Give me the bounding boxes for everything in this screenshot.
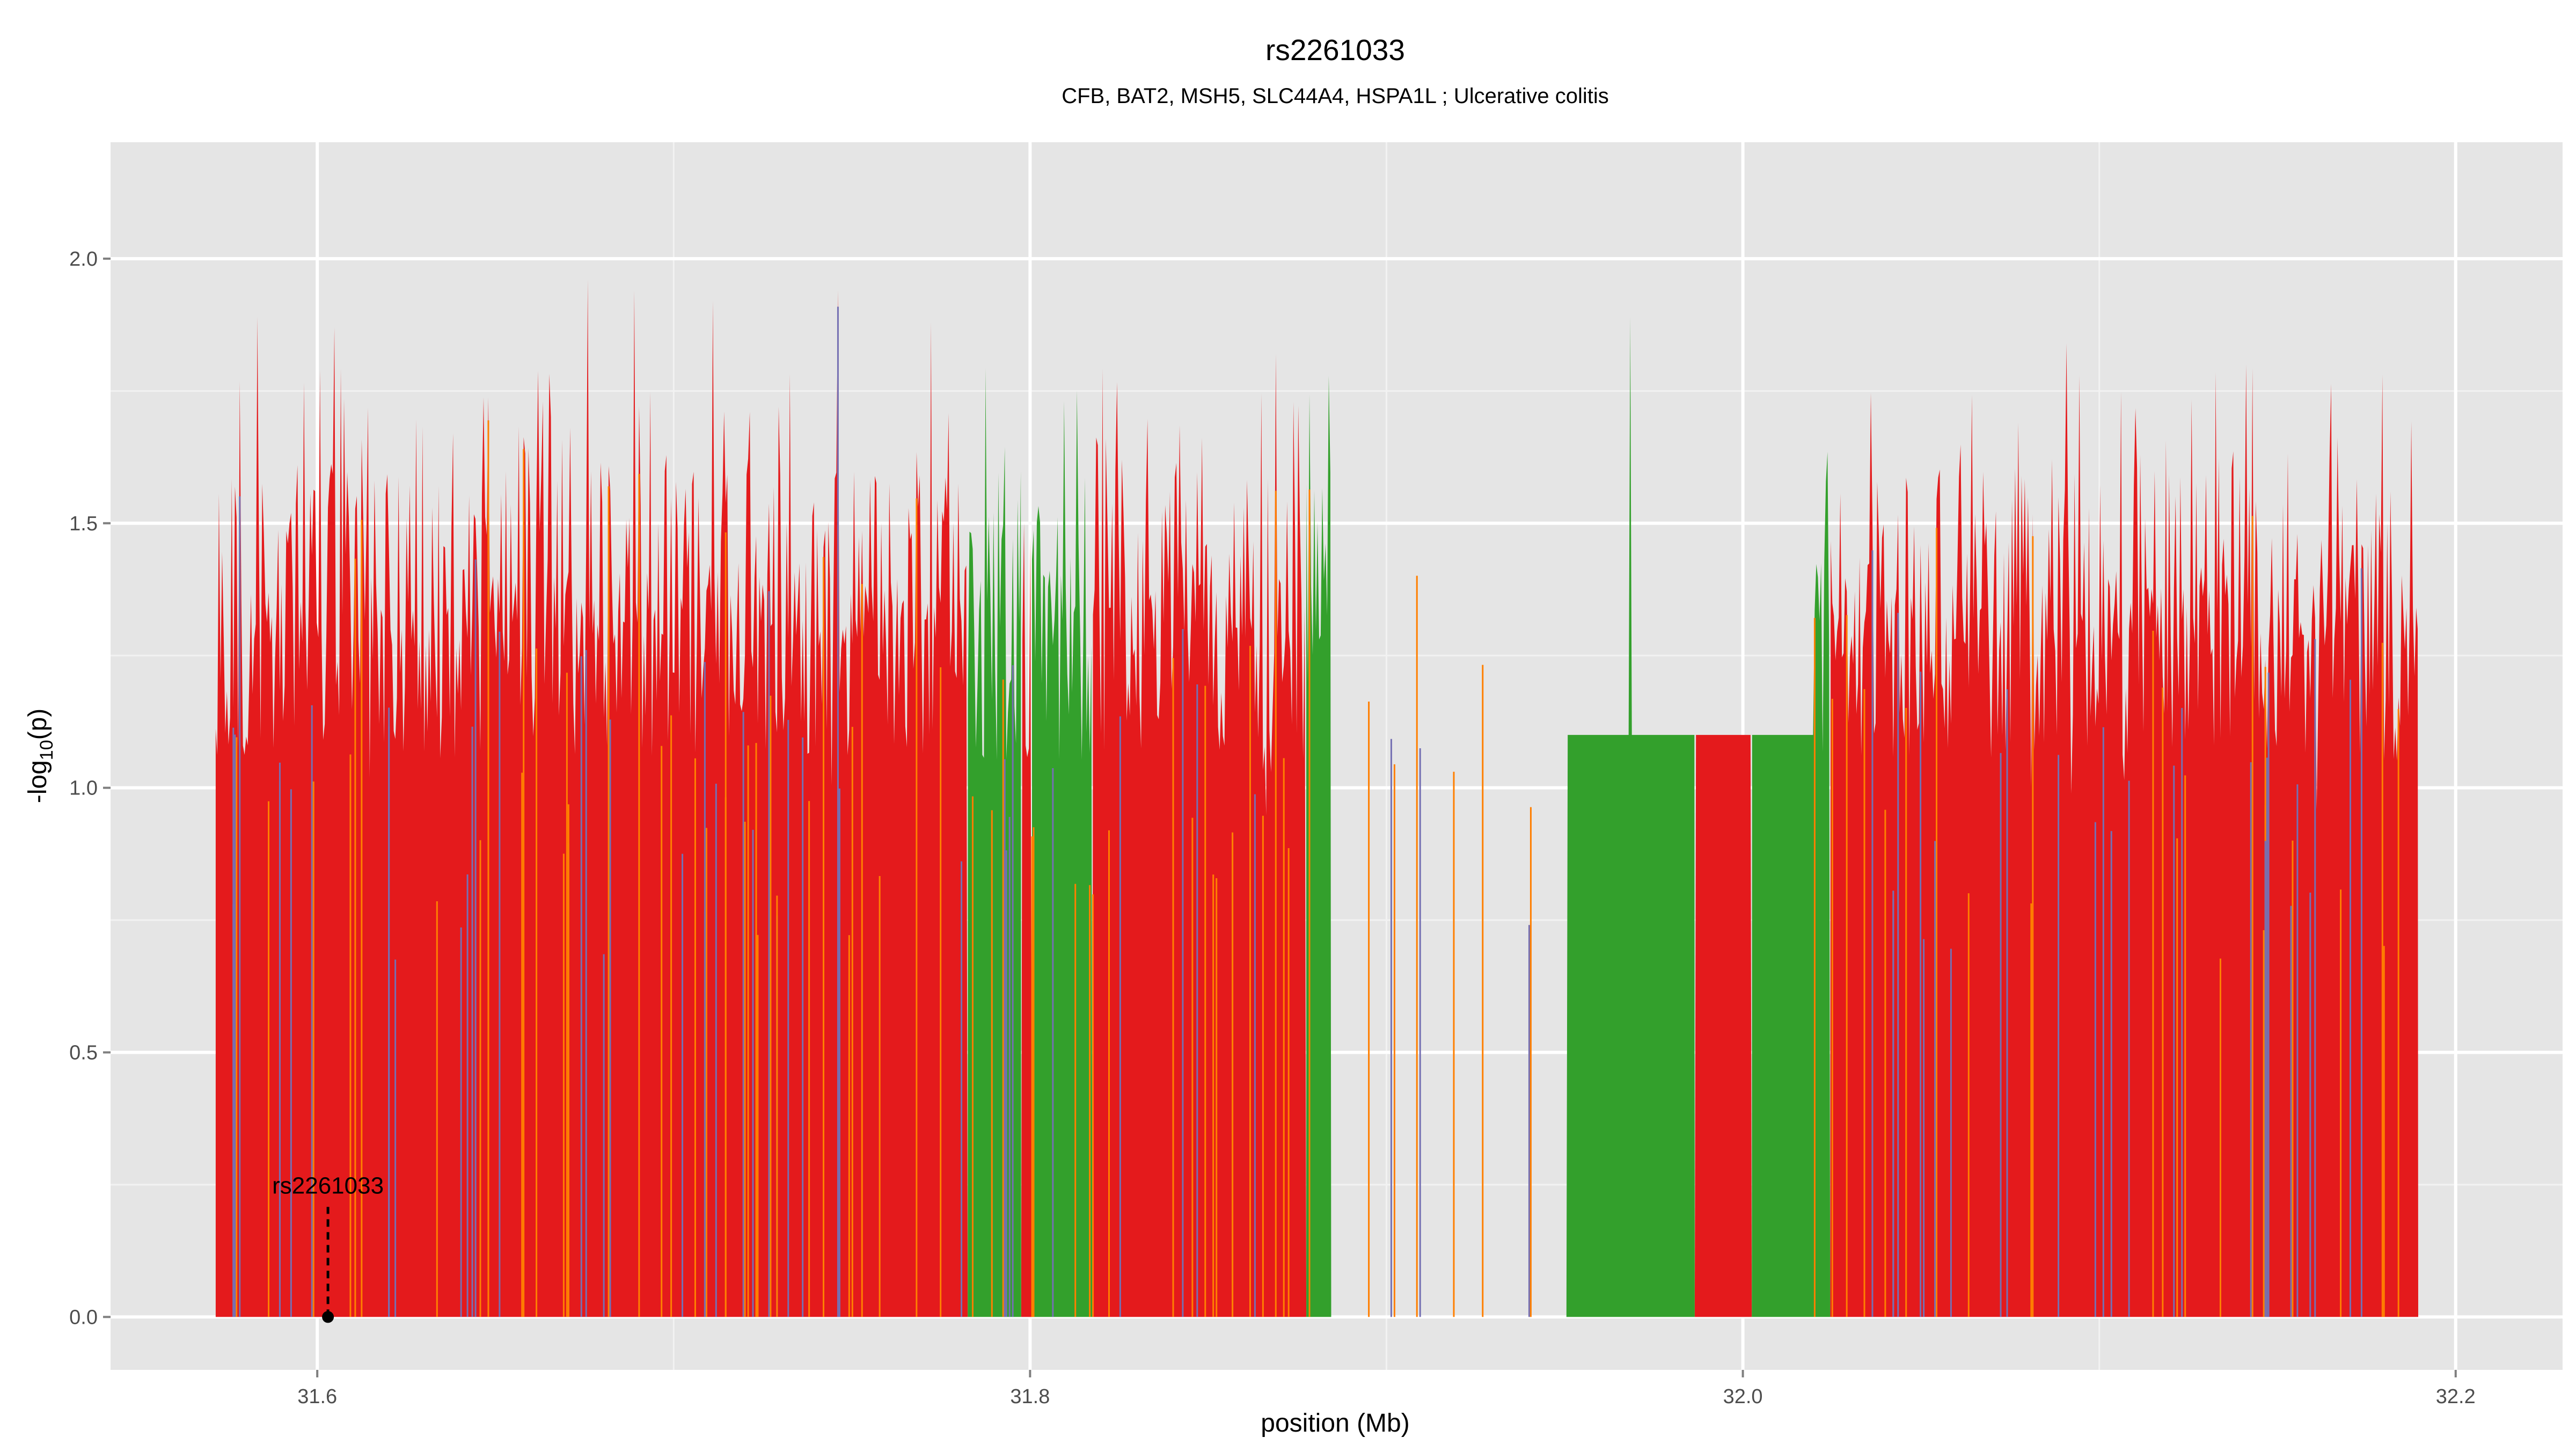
y-axis: 0.0 0.5 1.0 1.5 2.0 — [69, 248, 111, 1329]
y-axis-label-tail: (p) — [24, 709, 52, 740]
area-series-0-segment-3 — [1694, 735, 1752, 1317]
data-area — [215, 280, 2418, 1317]
area-series-0-segment-4 — [1830, 343, 2418, 1317]
y-tick-label: 1.0 — [69, 777, 98, 800]
x-tick-label: 31.6 — [297, 1385, 337, 1408]
y-axis-label-main: -log — [24, 760, 52, 803]
annotation-label: rs2261033 — [272, 1172, 384, 1199]
area-series-0-segment-2 — [1092, 354, 1307, 1317]
x-tick-label: 31.8 — [1010, 1385, 1050, 1408]
y-tick-label: 0.0 — [69, 1306, 98, 1329]
area-series-0-segment-1 — [1021, 523, 1032, 1317]
y-tick-label: 1.5 — [69, 513, 98, 535]
area-series-1-segment-0 — [968, 368, 1021, 1317]
x-axis-label: position (Mb) — [1261, 1409, 1409, 1438]
annotation-point — [322, 1311, 334, 1323]
area-series-1-segment-2 — [1306, 376, 1331, 1317]
x-tick-label: 32.0 — [1723, 1385, 1763, 1408]
x-axis: 31.6 31.8 32.0 32.2 — [297, 1370, 2476, 1408]
annotation-layer: rs2261033 — [272, 1172, 384, 1323]
area-series-1-segment-4 — [1752, 451, 1831, 1317]
chart-title: rs2261033 — [1265, 33, 1405, 67]
area-series-0-segment-0 — [215, 280, 968, 1317]
y-axis-label-subscript: 10 — [36, 740, 57, 760]
area-series-1-segment-1 — [1031, 390, 1093, 1317]
y-tick-label: 2.0 — [69, 248, 98, 271]
x-tick-label: 32.2 — [2436, 1385, 2476, 1408]
y-tick-label: 0.5 — [69, 1042, 98, 1064]
area-series-1-segment-3 — [1566, 317, 1695, 1317]
y-axis-label: -log10(p) — [24, 709, 57, 804]
chart-subtitle: CFB, BAT2, MSH5, SLC44A4, HSPA1L ; Ulcer… — [1062, 84, 1609, 108]
